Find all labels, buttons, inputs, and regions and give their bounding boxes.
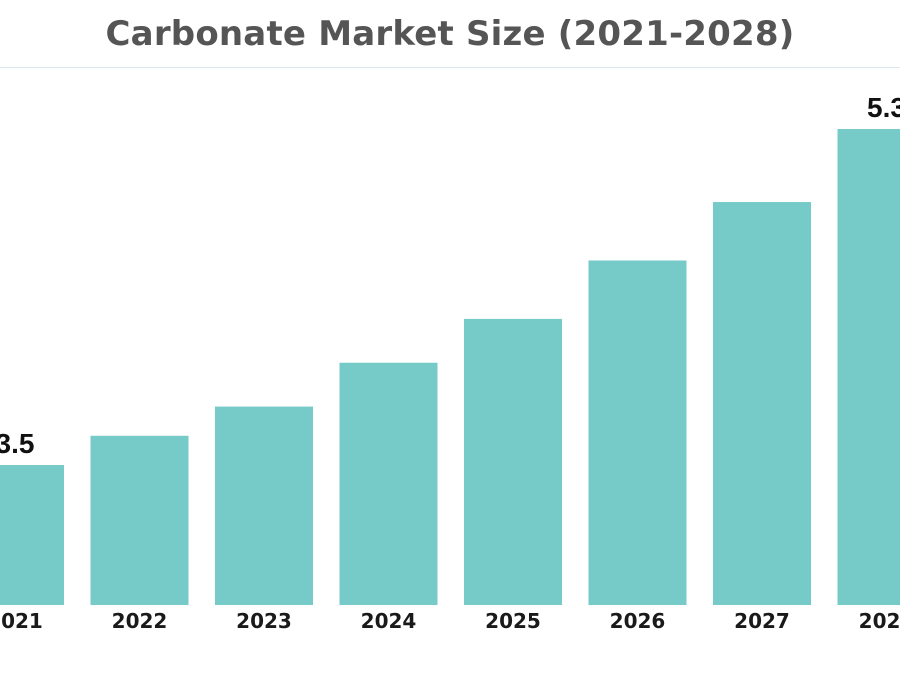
bar-2027 (713, 202, 811, 606)
bars-group (0, 129, 900, 606)
bar-2024 (339, 362, 438, 605)
bar-2022 (90, 435, 189, 605)
x-tick-label-2028: 2028 (859, 609, 900, 633)
bar-2023 (215, 406, 313, 605)
x-axis-ticks: 2021 2022 2023 2024 2025 2026 2027 2028 (0, 609, 900, 633)
x-tick-label-2024: 2024 (361, 609, 417, 633)
x-tick-label-2027: 2027 (734, 609, 790, 633)
bar-2028 (837, 129, 900, 605)
data-label-2021: 3.5 (0, 428, 34, 459)
bar-2026 (588, 260, 687, 605)
bar-2021 (0, 465, 64, 605)
title-divider (0, 67, 900, 68)
data-label-2028: 5.3 (867, 92, 900, 123)
x-tick-label-2025: 2025 (485, 609, 541, 633)
data-labels-group: 3.5 5.3 (0, 92, 900, 459)
bar-2025 (464, 318, 562, 605)
x-tick-label-2026: 2026 (610, 609, 666, 633)
x-tick-label-2023: 2023 (236, 609, 292, 633)
chart-title: Carbonate Market Size (2021-2028) (105, 14, 795, 54)
x-tick-label-2022: 2022 (112, 609, 168, 633)
x-tick-label-2021: 2021 (0, 609, 43, 633)
